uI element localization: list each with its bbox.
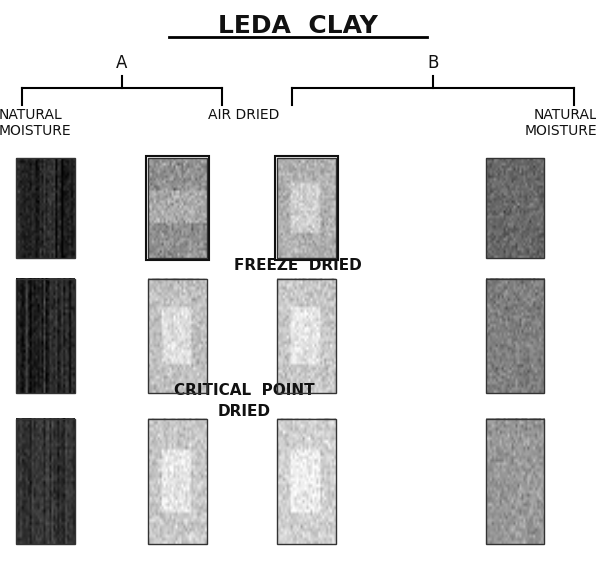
Bar: [278, 419, 336, 544]
Text: A: A: [116, 54, 128, 72]
Bar: [146, 156, 209, 260]
Text: DRIED: DRIED: [218, 404, 271, 419]
Text: CRITICAL  POINT: CRITICAL POINT: [173, 383, 314, 398]
Bar: [148, 419, 207, 544]
Bar: [278, 158, 336, 258]
Text: B: B: [427, 54, 439, 72]
Bar: [486, 419, 544, 544]
Bar: [275, 156, 339, 260]
Bar: [16, 279, 75, 393]
Bar: [16, 158, 75, 258]
Text: AIR DRIED: AIR DRIED: [209, 108, 280, 123]
Bar: [148, 158, 207, 258]
Bar: [16, 419, 75, 544]
Bar: [486, 158, 544, 258]
Text: LEDA  CLAY: LEDA CLAY: [218, 14, 378, 38]
Bar: [486, 279, 544, 393]
Text: NATURAL
MOISTURE: NATURAL MOISTURE: [524, 108, 596, 139]
Bar: [278, 279, 336, 393]
Bar: [148, 279, 207, 393]
Text: FREEZE  DRIED: FREEZE DRIED: [234, 258, 362, 272]
Text: NATURAL
MOISTURE: NATURAL MOISTURE: [0, 108, 72, 139]
